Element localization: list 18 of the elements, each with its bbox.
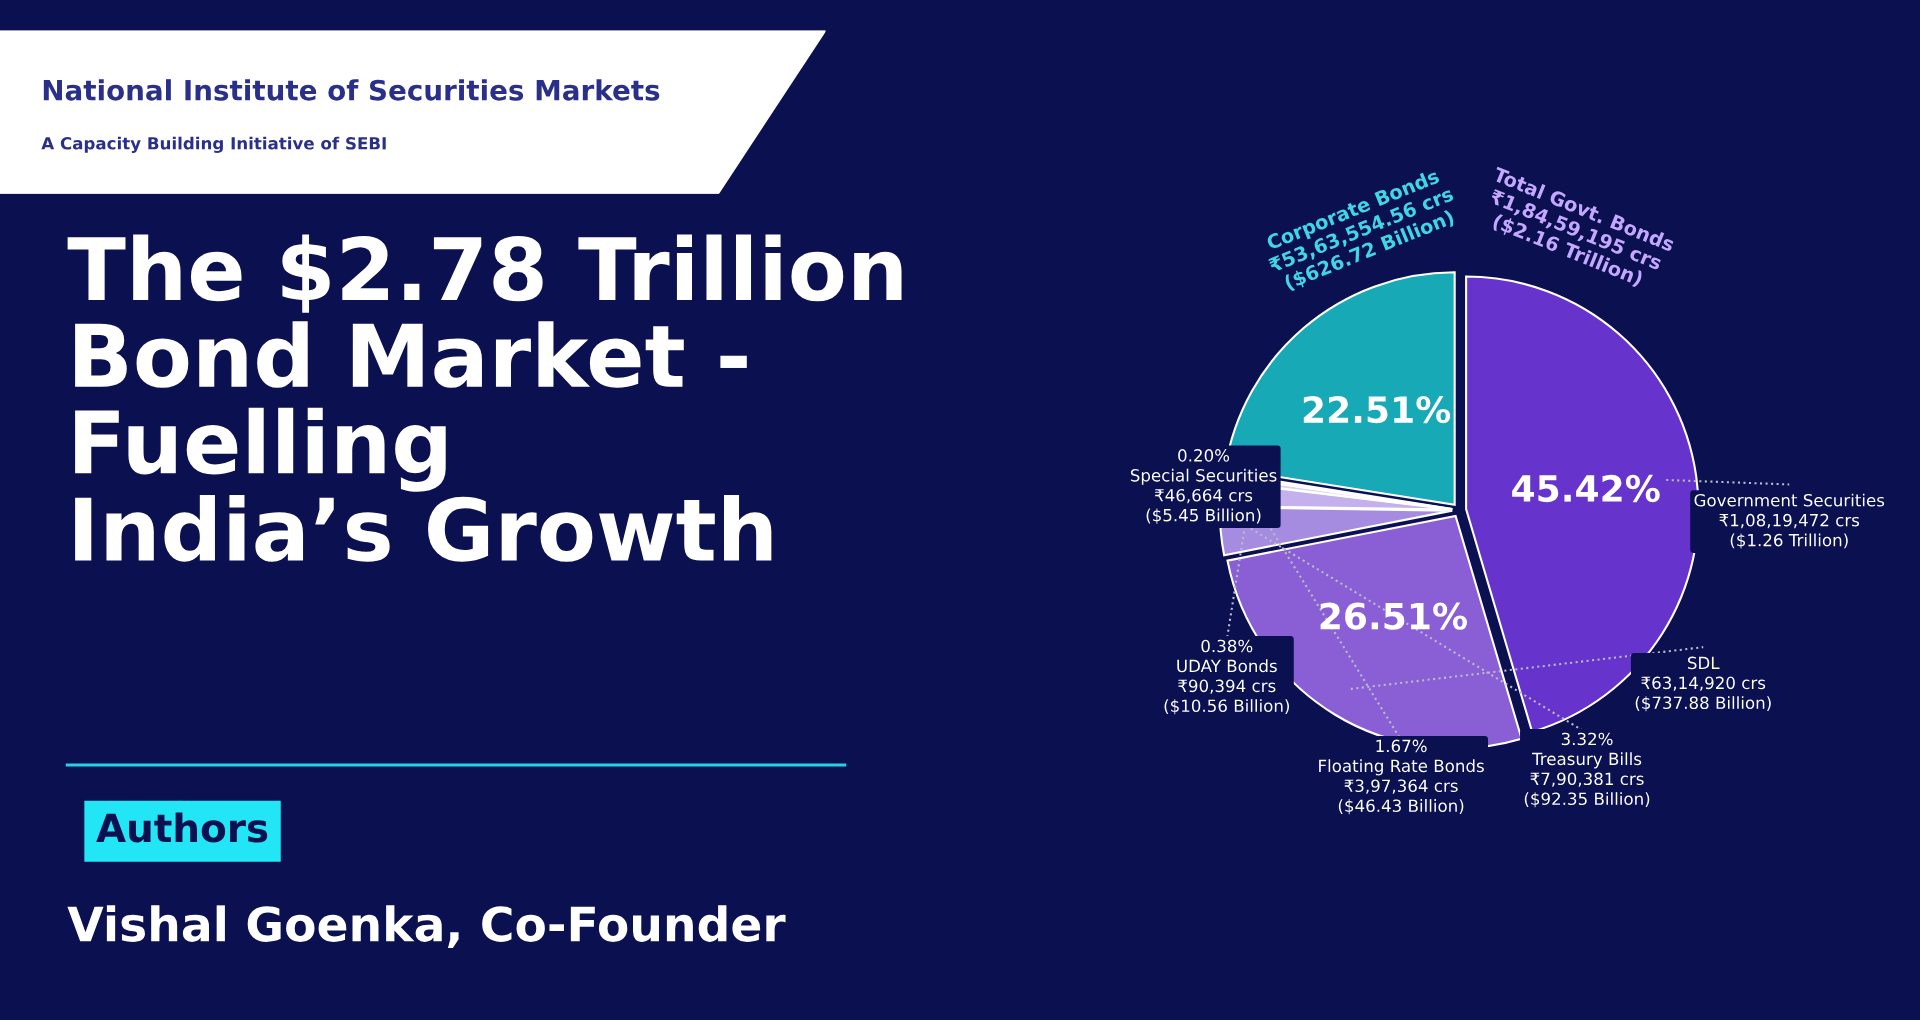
text: Vishal Goenka, Co-Founder [67, 905, 786, 948]
slice-label: Special Securities ₹46,664 crs ($5.45 Billion) [1130, 468, 1277, 524]
text: National Institute of Securities Markets [43, 79, 660, 101]
data-label: 3.32% [1561, 732, 1613, 746]
slice-label: Government Securities ₹1,08,19,472 crs ($1.26 Trillion) [1694, 493, 1885, 549]
data-label: 22.51% [1303, 395, 1451, 424]
slice-label: UDAY Bonds ₹90,394 crs ($10.56 Billion) [1164, 659, 1290, 715]
data-label: 1.67% [1376, 739, 1427, 753]
slice-label: Floating Rate Bonds ₹3,97,364 crs ($46.43 Billion) [1319, 759, 1484, 815]
slice-label: SDL ₹63,14,920 crs ($737.88 Billion) [1635, 656, 1771, 712]
data-label: 26.51% [1320, 602, 1468, 630]
data-label: 0.20% [1178, 449, 1230, 462]
text: Authors [96, 812, 268, 843]
text: The $2.78 Trillion Bond Market - Fuelling India’s Growth [67, 234, 902, 562]
text: A Capacity Building Initiative of SEBI [41, 136, 386, 153]
slice-label: Treasury Bills ₹7,90,381 crs ($92.35 Billion) [1524, 752, 1650, 808]
data-label: 0.38% [1201, 639, 1253, 653]
data-label: 45.42% [1512, 474, 1660, 503]
